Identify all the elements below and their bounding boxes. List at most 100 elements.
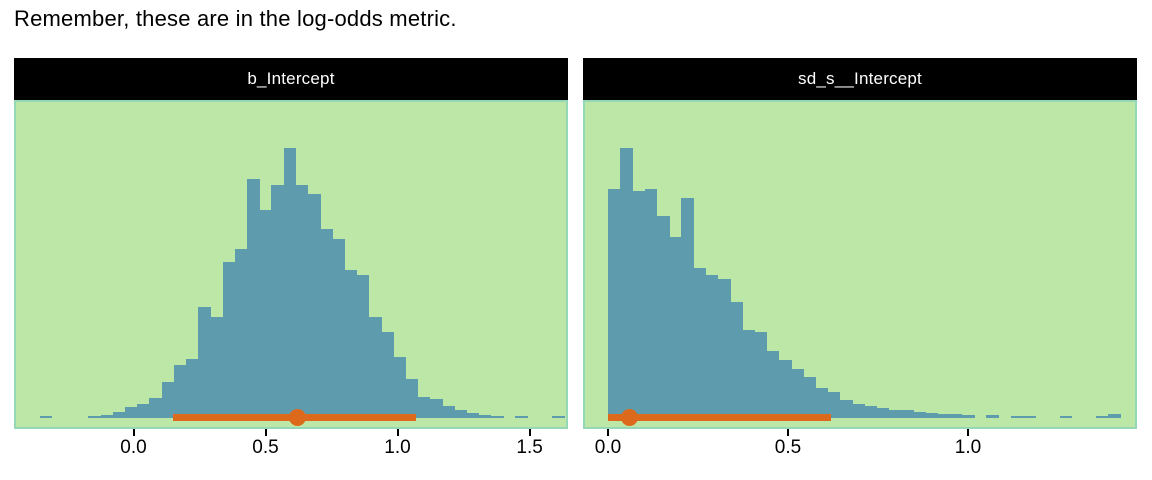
histogram-bar	[730, 302, 743, 418]
histogram-bar	[149, 398, 163, 418]
histogram-bar	[124, 407, 138, 418]
histogram-bar	[608, 189, 621, 418]
histogram-bar	[949, 414, 963, 418]
histogram-bar	[913, 412, 926, 418]
histogram-bar	[1022, 416, 1036, 418]
histogram-bar	[839, 400, 853, 418]
histogram-bar	[381, 332, 394, 418]
histogram-bar	[705, 275, 719, 418]
axis-tick	[967, 429, 969, 436]
histogram-bar	[368, 317, 382, 418]
histogram-bar	[490, 416, 504, 418]
axis-tick-label: 1.5	[516, 437, 543, 458]
axis-tick	[528, 429, 531, 436]
histogram-bar	[356, 275, 370, 418]
histogram-bar	[271, 185, 285, 418]
histogram-bar	[644, 189, 658, 418]
histogram-bar	[332, 239, 346, 418]
facet-b-intercept: b_Intercept 0.0 0.5 1.0 1.5	[14, 58, 568, 470]
histogram-bar	[1010, 416, 1024, 418]
histogram-bar	[900, 410, 914, 418]
histogram-bar	[1059, 416, 1073, 418]
histogram-bar	[283, 148, 297, 418]
histogram-bar	[478, 415, 492, 418]
histogram-bar	[344, 270, 358, 418]
axis-tick-label: 0.5	[774, 437, 802, 458]
histogram-bar	[766, 351, 780, 418]
histogram-bar	[112, 412, 126, 418]
histogram-bar	[876, 408, 890, 418]
histogram-bar	[173, 365, 187, 418]
histogram-bar	[937, 414, 951, 418]
axis-tick-label: 1.0	[384, 437, 411, 458]
histogram-bar	[693, 268, 707, 418]
histogram-bar	[429, 399, 443, 418]
histogram-bar	[442, 406, 455, 418]
point-estimate-dot	[288, 409, 306, 426]
histogram-bar	[864, 406, 878, 418]
axis-tick-label: 0.0	[594, 437, 622, 458]
axis-tick	[396, 429, 399, 436]
histogram-bar	[405, 379, 419, 418]
histogram-bar	[656, 216, 670, 418]
histogram-bar	[1096, 416, 1109, 418]
histogram-bar	[39, 416, 53, 418]
point-estimate-dot	[621, 409, 639, 426]
histogram-bar	[754, 332, 768, 418]
histogram-bar	[210, 317, 224, 418]
histogram-bar	[234, 249, 248, 418]
histogram-bar	[803, 377, 817, 418]
histogram-bar	[454, 410, 468, 418]
histogram-bar	[100, 415, 114, 418]
histogram-bar	[185, 359, 199, 418]
axis-tick	[264, 429, 267, 436]
histogram-bar	[742, 330, 756, 418]
facet-strip-label: b_Intercept	[247, 69, 335, 88]
histogram-bar	[852, 404, 865, 418]
histogram-bar	[620, 148, 633, 418]
histogram-bar	[791, 369, 804, 418]
histogram-bar	[161, 382, 175, 418]
histogram-bar	[137, 404, 150, 418]
histogram-bar	[717, 279, 731, 418]
histogram-bar	[417, 397, 431, 418]
histogram-bar	[1108, 414, 1122, 418]
axis-tick	[607, 429, 609, 436]
histogram-bar	[246, 179, 260, 418]
histogram-bar	[815, 388, 829, 418]
histogram-bar	[986, 415, 1000, 418]
axis-tick	[787, 429, 789, 436]
histogram-bar	[515, 416, 529, 418]
axis-tick-label: 0.5	[252, 437, 279, 458]
histogram-bar	[320, 229, 333, 418]
plot-title: Remember, these are in the log-odds metr…	[14, 6, 457, 31]
histogram-bar	[778, 360, 792, 418]
axis-tick-label: 0.0	[120, 437, 147, 458]
histogram-bar	[827, 392, 841, 418]
facet-strip: sd_s__Intercept	[583, 58, 1137, 100]
histogram-panel	[14, 100, 568, 429]
histogram-bar	[681, 198, 695, 418]
histogram-bar	[669, 237, 682, 418]
x-axis: 0.0 0.5 1.0	[585, 429, 1135, 469]
histogram-bar	[295, 185, 309, 418]
x-axis: 0.0 0.5 1.0 1.5	[16, 429, 566, 469]
histogram-bar	[198, 307, 211, 418]
histogram-bar	[466, 413, 480, 418]
facet-strip-label: sd_s__Intercept	[798, 69, 922, 88]
credible-interval-line	[608, 414, 832, 421]
axis-tick-label: 1.0	[954, 437, 982, 458]
facet-sd-s-intercept: sd_s__Intercept 0.0 0.5 1.0	[583, 58, 1137, 470]
histogram-panel	[583, 100, 1137, 429]
histogram-bar	[961, 415, 975, 418]
histogram-bar	[393, 357, 407, 418]
histogram-bar	[222, 262, 236, 418]
histogram-bar	[632, 191, 646, 418]
histogram-bar	[551, 416, 565, 418]
histogram-bar	[259, 210, 272, 418]
histogram-bar	[925, 413, 939, 418]
histogram-bar	[307, 194, 321, 418]
histogram-bar	[88, 416, 102, 418]
axis-tick	[132, 429, 135, 436]
